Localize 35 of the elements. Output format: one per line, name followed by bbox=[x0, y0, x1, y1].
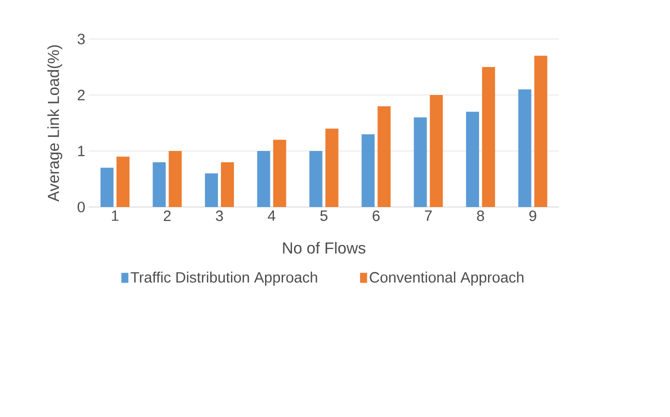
bar bbox=[257, 151, 270, 207]
bar bbox=[116, 156, 130, 207]
x-tick-label: 9 bbox=[529, 210, 536, 222]
x-tick-label: 7 bbox=[424, 210, 432, 221]
bar bbox=[273, 140, 286, 207]
x-tick-label: 4 bbox=[268, 210, 276, 221]
legend-label: Conventional Approach bbox=[370, 272, 524, 286]
bar bbox=[362, 134, 375, 207]
x-tick-label: 3 bbox=[216, 210, 223, 222]
bar bbox=[518, 89, 532, 207]
bar bbox=[168, 151, 182, 207]
bar bbox=[220, 162, 234, 207]
x-tick-label: 8 bbox=[477, 210, 484, 222]
bar bbox=[152, 162, 166, 207]
bar bbox=[466, 112, 480, 207]
bar bbox=[378, 106, 391, 207]
x-axis-title: No of Flows bbox=[283, 242, 366, 254]
x-tick-label: 5 bbox=[320, 210, 328, 221]
bar bbox=[430, 95, 443, 207]
bar bbox=[534, 56, 548, 207]
x-tick-label: 6 bbox=[372, 210, 380, 222]
bar bbox=[100, 168, 114, 207]
x-tick-label: 2 bbox=[164, 210, 171, 221]
y-tick-label: 1 bbox=[78, 146, 85, 156]
legend-label: Traffic Distribution Approach bbox=[130, 272, 318, 286]
bar bbox=[325, 128, 338, 207]
y-tick-label: 2 bbox=[78, 90, 85, 100]
bar bbox=[482, 67, 496, 207]
x-tick-label: 1 bbox=[112, 210, 118, 221]
bar bbox=[309, 151, 322, 207]
bar bbox=[204, 173, 218, 207]
y-axis-title: Average Link Load(%) bbox=[47, 45, 62, 202]
y-tick-label: 3 bbox=[78, 34, 85, 44]
y-tick-label: 0 bbox=[78, 202, 85, 212]
bar bbox=[414, 117, 427, 207]
